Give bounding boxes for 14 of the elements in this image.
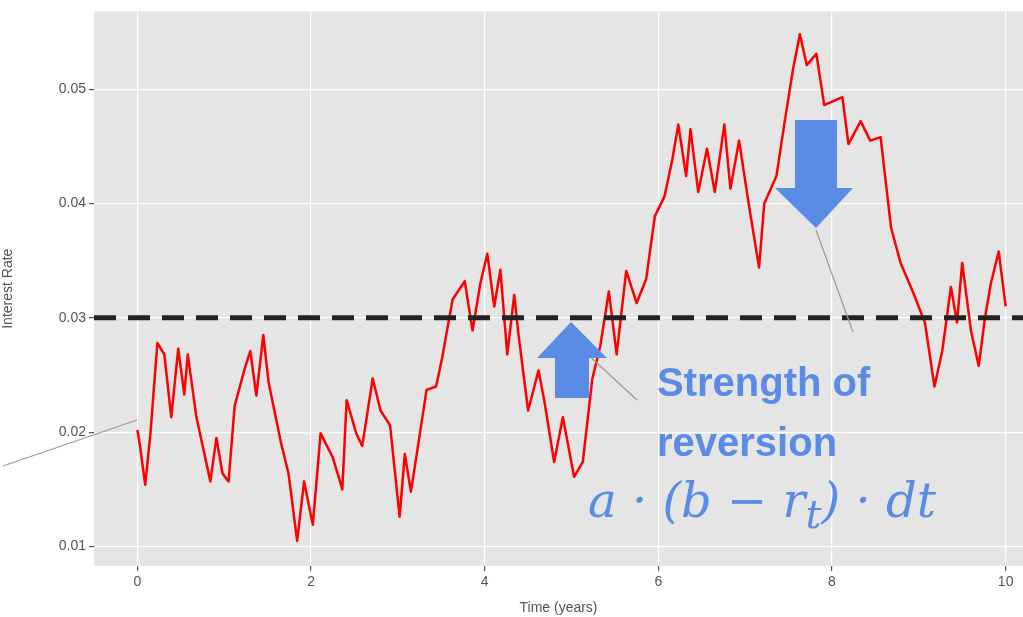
y-axis-title: Interest Rate [0,248,16,329]
y-tick-label: 0.01 [58,537,87,554]
x-tick-label: 10 [997,573,1014,590]
x-tick-label: 6 [654,573,663,590]
annotation: a · (b − r$_{t}$) · dt [588,472,937,537]
x-tick-label: 0 [133,573,142,590]
y-tick-label: 0.02 [58,423,87,440]
x-tick-label: 2 [307,573,316,590]
x-axis-title: Time (years) [519,599,598,616]
x-tick-label: 4 [480,573,489,590]
y-tick-label: 0.03 [58,308,87,325]
x-tick-label: 8 [828,573,837,590]
y-tick-label: 0.05 [58,80,87,97]
y-tick-label: 0.04 [58,194,87,211]
